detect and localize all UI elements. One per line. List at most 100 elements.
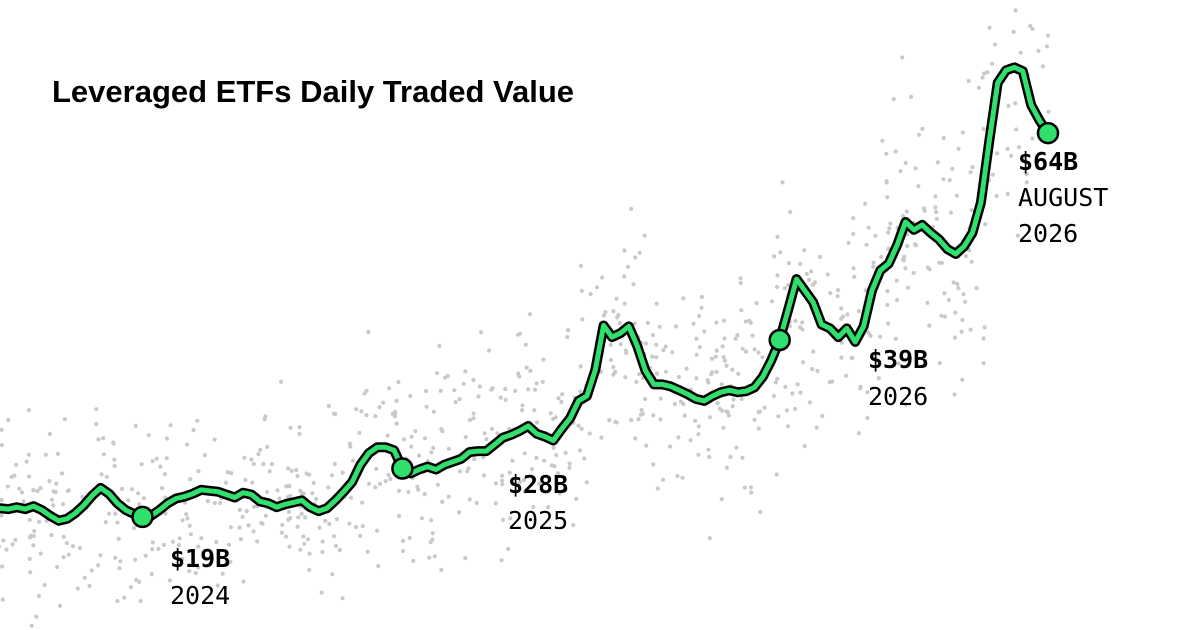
scatter-point bbox=[974, 286, 979, 291]
scatter-point bbox=[407, 535, 412, 541]
scatter-point bbox=[55, 451, 61, 456]
scatter-point bbox=[629, 418, 634, 423]
scatter-point bbox=[424, 404, 429, 409]
scatter-point bbox=[532, 408, 537, 413]
scatter-point bbox=[5, 484, 10, 489]
annotation-value: $39B bbox=[868, 345, 928, 374]
scatter-point bbox=[916, 132, 922, 137]
scatter-point bbox=[622, 301, 627, 306]
scatter-point bbox=[34, 614, 39, 619]
scatter-point bbox=[574, 496, 579, 501]
scatter-point bbox=[1006, 103, 1011, 108]
scatter-point bbox=[804, 271, 809, 277]
scatter-point bbox=[256, 452, 261, 457]
scatter-point bbox=[500, 517, 506, 523]
scatter-point bbox=[773, 380, 778, 385]
scatter-point bbox=[435, 482, 440, 487]
scatter-point bbox=[396, 488, 402, 493]
scatter-point bbox=[299, 511, 304, 516]
scatter-point bbox=[554, 453, 559, 458]
scatter-point bbox=[366, 481, 372, 486]
annotation-marker bbox=[768, 328, 791, 352]
scatter-point bbox=[719, 497, 724, 502]
scatter-point bbox=[684, 366, 689, 371]
scatter-point bbox=[47, 479, 52, 484]
scatter-point bbox=[526, 387, 531, 392]
scatter-point bbox=[563, 450, 568, 455]
scatter-point bbox=[304, 471, 309, 476]
scatter-point bbox=[520, 408, 525, 413]
scatter-point bbox=[942, 314, 948, 319]
scatter-point bbox=[62, 417, 67, 422]
scatter-point bbox=[143, 553, 148, 558]
scatter-point bbox=[415, 484, 420, 489]
scatter-point bbox=[156, 546, 161, 552]
scatter-point bbox=[400, 538, 406, 544]
scatter-point bbox=[631, 282, 636, 287]
scatter-point bbox=[112, 463, 117, 469]
scatter-point bbox=[793, 318, 798, 323]
scatter-point bbox=[645, 320, 651, 326]
scatter-point bbox=[320, 539, 325, 544]
scatter-point bbox=[625, 264, 631, 269]
scatter-point bbox=[522, 489, 527, 494]
scatter-point bbox=[195, 418, 200, 423]
scatter-point bbox=[896, 361, 901, 366]
scatter-point bbox=[452, 388, 457, 393]
scatter-point bbox=[879, 254, 884, 259]
scatter-point bbox=[49, 497, 55, 502]
scatter-point bbox=[237, 507, 242, 512]
scatter-point bbox=[933, 194, 938, 199]
scatter-point bbox=[740, 346, 745, 351]
scatter-point bbox=[549, 463, 554, 468]
scatter-point bbox=[381, 400, 386, 405]
scatter-point bbox=[1013, 8, 1018, 13]
scatter-point bbox=[463, 556, 468, 561]
scatter-point bbox=[115, 599, 120, 604]
scatter-point bbox=[815, 368, 820, 374]
scatter-point bbox=[99, 472, 104, 477]
scatter-point bbox=[472, 457, 477, 462]
scatter-point bbox=[406, 489, 411, 494]
scatter-point bbox=[258, 447, 263, 452]
scatter-point bbox=[739, 308, 744, 313]
scatter-point bbox=[913, 243, 919, 248]
scatter-point bbox=[916, 184, 921, 189]
scatter-point bbox=[909, 94, 914, 99]
scatter-point bbox=[137, 502, 142, 507]
scatter-point bbox=[694, 336, 699, 341]
scatter-point bbox=[697, 345, 702, 350]
scatter-point bbox=[1046, 109, 1051, 114]
scatter-point bbox=[453, 400, 458, 405]
scatter-point bbox=[388, 476, 393, 481]
scatter-point bbox=[55, 564, 60, 570]
scatter-point bbox=[310, 491, 315, 496]
scatter-point bbox=[500, 482, 505, 487]
scatter-point bbox=[864, 242, 869, 247]
scatter-point bbox=[809, 269, 814, 274]
scatter-point bbox=[481, 455, 486, 460]
scatter-point bbox=[520, 403, 525, 408]
scatter-point bbox=[540, 379, 545, 384]
scatter-point bbox=[150, 540, 155, 545]
scatter-point bbox=[12, 473, 17, 478]
scatter-point bbox=[289, 468, 294, 473]
scatter-point bbox=[579, 288, 584, 293]
scatter-point bbox=[976, 85, 982, 90]
scatter-point bbox=[611, 309, 616, 314]
scatter-point bbox=[503, 397, 508, 402]
scatter-point bbox=[925, 265, 931, 270]
scatter-point bbox=[806, 277, 812, 282]
scatter-point bbox=[1024, 180, 1029, 185]
scatter-point bbox=[632, 321, 637, 326]
scatter-point bbox=[654, 342, 659, 347]
scatter-point bbox=[786, 261, 792, 266]
scatter-point bbox=[347, 441, 352, 446]
scatter-point bbox=[430, 537, 435, 542]
scatter-point bbox=[820, 413, 825, 419]
scatter-point bbox=[228, 559, 233, 564]
scatter-point bbox=[955, 281, 960, 287]
scatter-point bbox=[856, 309, 862, 314]
scatter-point bbox=[54, 481, 59, 486]
scatter-point bbox=[731, 397, 736, 402]
